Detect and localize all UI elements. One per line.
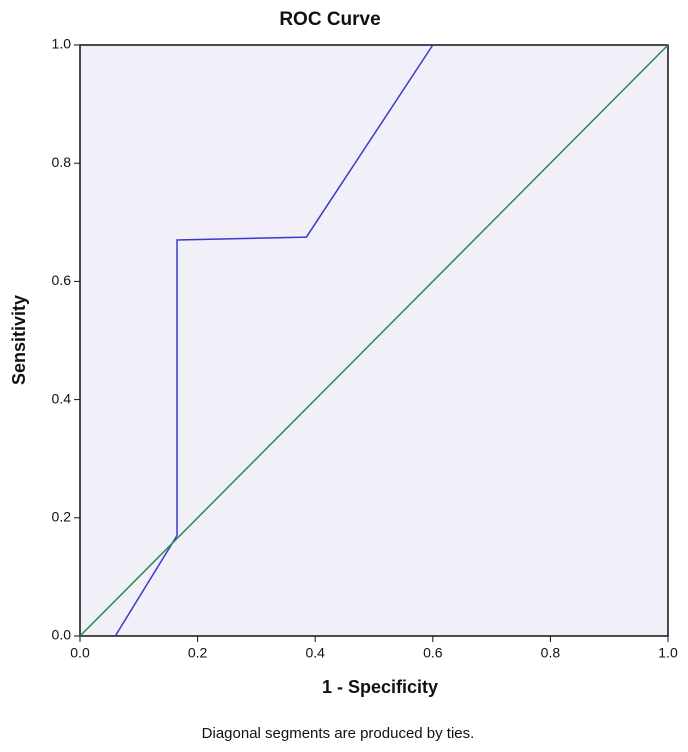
roc-line xyxy=(79,44,669,637)
x-tick-label: 0.4 xyxy=(305,645,325,661)
y-tick-label: 1.0 xyxy=(52,36,72,52)
y-tick-label: 0.2 xyxy=(52,509,72,525)
x-axis-label: 1 - Specificity xyxy=(322,677,438,697)
footnote: Diagonal segments are produced by ties. xyxy=(202,725,475,742)
x-tick-label: 0.6 xyxy=(423,645,443,661)
chart-title: ROC Curve xyxy=(279,9,380,30)
y-axis-label: Sensitivity xyxy=(9,295,29,385)
y-tick-label: 0.0 xyxy=(52,627,72,643)
x-tick-label: 0.0 xyxy=(70,645,90,661)
x-tick-label: 0.8 xyxy=(541,645,561,661)
x-tick-label: 0.2 xyxy=(188,645,208,661)
y-tick-label: 0.6 xyxy=(52,272,72,288)
x-tick-label: 1.0 xyxy=(658,645,678,661)
y-tick-label: 0.8 xyxy=(52,154,72,170)
roc-line xyxy=(114,44,434,637)
y-tick-label: 0.4 xyxy=(52,390,72,406)
